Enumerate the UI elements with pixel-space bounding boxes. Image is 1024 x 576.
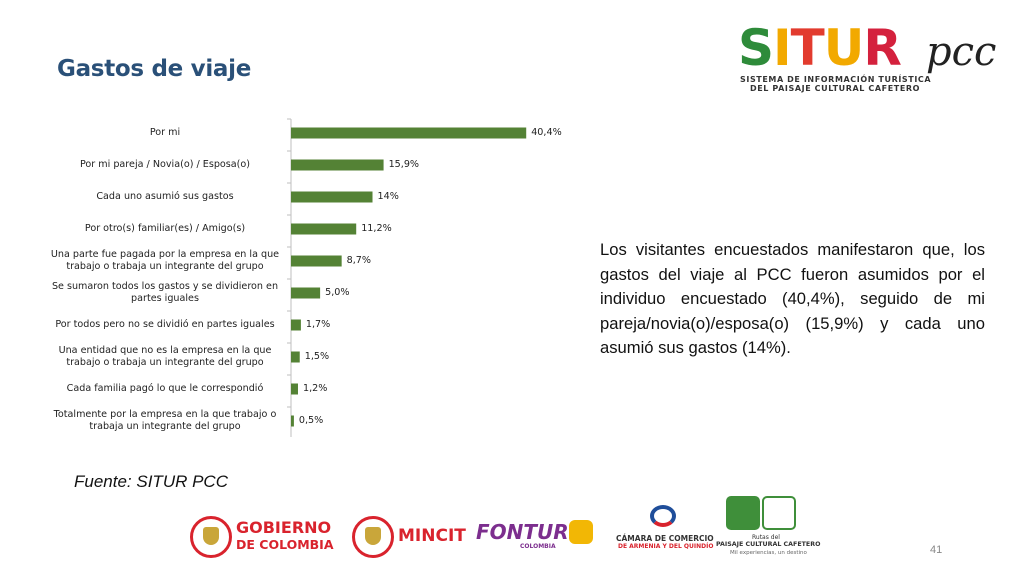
data-label: 1,7% bbox=[305, 319, 331, 330]
description-text: Los visitantes encuestados manifestaron … bbox=[600, 240, 985, 357]
category-label: Por mi bbox=[48, 127, 282, 139]
bar bbox=[291, 415, 294, 427]
rutas-line1: Rutas del bbox=[752, 534, 780, 541]
category-label: Se sumaron todos los gastos y se dividie… bbox=[48, 281, 282, 305]
category-label-line: Por todos pero no se dividió en partes i… bbox=[55, 319, 275, 330]
category-label: Una parte fue pagada por la empresa en l… bbox=[48, 249, 282, 273]
logo-pcc-text: pcc bbox=[926, 29, 997, 75]
logo-letter-i: I bbox=[773, 19, 792, 77]
colombia-seal-icon bbox=[190, 516, 232, 558]
bar bbox=[291, 383, 298, 395]
bar bbox=[291, 287, 321, 299]
gobierno-line2: DE COLOMBIA bbox=[236, 537, 334, 552]
bar bbox=[291, 255, 342, 267]
logo-letter-t: T bbox=[790, 19, 825, 77]
category-label: Una entidad que no es la empresa en la q… bbox=[48, 345, 282, 369]
logo-tagline-1: SISTEMA DE INFORMACIÓN TURÍSTICA bbox=[740, 75, 932, 84]
camara-emblem-icon bbox=[650, 505, 676, 527]
fontur-logo: FONTUR COLOMBIA bbox=[476, 518, 596, 554]
situr-pcc-logo: SITUR pcc SISTEMA DE INFORMACIÓN TURÍSTI… bbox=[738, 20, 1000, 100]
mincit-seal-icon bbox=[352, 516, 394, 558]
category-label: Cada uno asumió sus gastos bbox=[48, 191, 282, 203]
source-note: Fuente: SITUR PCC bbox=[74, 472, 228, 491]
bar bbox=[291, 351, 300, 363]
page-number: 41 bbox=[930, 544, 943, 556]
fontur-text: FONTUR bbox=[476, 520, 569, 544]
logo-letter-s: S bbox=[738, 19, 774, 77]
data-label: 8,7% bbox=[346, 255, 372, 266]
rutas-line3: Mil experiencias, un destino bbox=[730, 550, 807, 556]
bar bbox=[291, 127, 527, 139]
category-label-line: trabajo o trabaja un integrante del grup… bbox=[66, 357, 264, 368]
category-label-line: trabaja un integrante del grupo bbox=[89, 421, 241, 432]
rutas-line2: PAISAJE CULTURAL CAFETERO bbox=[716, 541, 821, 548]
camara-line1: CÁMARA DE COMERCIO bbox=[616, 534, 714, 543]
camara-line2: DE ARMENIA Y DEL QUINDÍO bbox=[618, 543, 714, 550]
horizontal-bar-chart: Por mi 40,4% Por mi pareja / Novia(o) / Es… bbox=[48, 117, 600, 437]
category-label: Cada familia pagó lo que le correspondió bbox=[48, 383, 282, 395]
category-label-line: Por mi pareja / Novia(o) / Esposa(o) bbox=[79, 159, 251, 170]
rutas-pcc-logo: Rutas del PAISAJE CULTURAL CAFETERO Mil … bbox=[716, 494, 820, 564]
data-label: 11,2% bbox=[361, 223, 392, 234]
data-label: 1,2% bbox=[302, 383, 328, 394]
data-label: 14% bbox=[377, 191, 399, 202]
data-label: 1,5% bbox=[304, 351, 330, 362]
logo-tagline-2: DEL PAISAJE CULTURAL CAFETERO bbox=[750, 84, 921, 93]
category-label: Por otro(s) familiar(es) / Amigo(s) bbox=[48, 223, 282, 235]
bar bbox=[291, 223, 357, 235]
category-label-line: Por mi bbox=[149, 127, 181, 138]
category-label: Totalmente por la empresa en la que trab… bbox=[48, 409, 282, 433]
data-label: 40,4% bbox=[531, 127, 562, 138]
rutas-arrow-icon bbox=[726, 496, 760, 530]
bar bbox=[291, 319, 301, 331]
data-label: 15,9% bbox=[388, 159, 420, 170]
bar bbox=[291, 191, 373, 203]
category-label: Por mi pareja / Novia(o) / Esposa(o) bbox=[48, 159, 282, 171]
logo-letter-r: R bbox=[863, 19, 902, 77]
mincit-logo: MINCIT bbox=[352, 514, 466, 558]
category-label-line: Una parte fue pagada por la empresa en l… bbox=[50, 249, 280, 260]
mincit-text: MINCIT bbox=[398, 526, 466, 546]
data-label: 0,5% bbox=[298, 415, 324, 426]
category-label-line: Cada familia pagó lo que le correspondió bbox=[66, 383, 264, 394]
camara-comercio-logo: CÁMARA DE COMERCIO DE ARMENIA Y DEL QUIN… bbox=[616, 505, 716, 555]
gobierno-logo: GOBIERNO DE COLOMBIA bbox=[190, 514, 340, 558]
slide-title: Gastos de viaje bbox=[57, 56, 252, 82]
category-label-line: Por otro(s) familiar(es) / Amigo(s) bbox=[84, 223, 246, 234]
category-label-line: Cada uno asumió sus gastos bbox=[96, 191, 234, 202]
bar bbox=[291, 159, 384, 171]
fontur-sub-text: COLOMBIA bbox=[520, 543, 556, 550]
category-label-line: Una entidad que no es la empresa en la q… bbox=[58, 345, 272, 356]
category-label: Por todos pero no se dividió en partes i… bbox=[48, 319, 282, 331]
rutas-flower-icon bbox=[762, 496, 796, 530]
category-label-line: Se sumaron todos los gastos y se dividie… bbox=[51, 281, 279, 292]
gobierno-line1: GOBIERNO bbox=[236, 518, 332, 537]
data-label: 5,0% bbox=[325, 287, 350, 298]
logo-letter-u: U bbox=[823, 19, 865, 77]
category-label-line: Totalmente por la empresa en la que trab… bbox=[53, 409, 277, 420]
category-label-line: partes iguales bbox=[131, 293, 199, 304]
situr-wordmark: SITUR bbox=[738, 19, 902, 77]
category-label-line: trabajo o trabaja un integrante del grup… bbox=[66, 261, 264, 272]
chart-canvas bbox=[287, 118, 527, 437]
co-badge-icon bbox=[569, 520, 593, 544]
